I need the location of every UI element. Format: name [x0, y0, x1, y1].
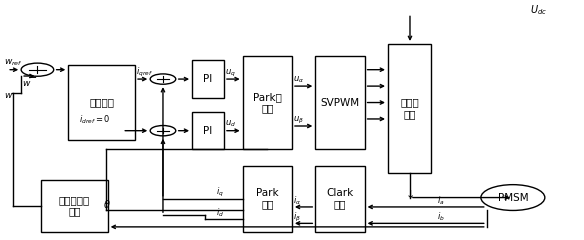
Text: SVPWM: SVPWM [321, 97, 360, 108]
Text: Clark
变化: Clark 变化 [326, 188, 353, 210]
Text: $w$: $w$ [22, 79, 31, 88]
Text: Park逆
变换: Park逆 变换 [253, 92, 281, 113]
Text: $i_\beta$: $i_\beta$ [293, 211, 301, 224]
FancyBboxPatch shape [315, 56, 364, 150]
FancyBboxPatch shape [68, 65, 135, 140]
Text: $u_q$: $u_q$ [225, 68, 236, 79]
Text: $i_b$: $i_b$ [437, 211, 445, 223]
FancyBboxPatch shape [242, 166, 292, 232]
Text: $\theta$: $\theta$ [103, 198, 111, 210]
Text: $i_q$: $i_q$ [217, 186, 224, 198]
Text: 复合控制: 复合控制 [89, 97, 114, 108]
FancyBboxPatch shape [192, 112, 224, 150]
Text: $i_{qref}$: $i_{qref}$ [136, 66, 153, 79]
Text: $w$: $w$ [4, 91, 13, 100]
Text: $i_\alpha$: $i_\alpha$ [293, 194, 301, 207]
Text: $w_{ref}$: $w_{ref}$ [4, 58, 23, 68]
Text: −: − [27, 73, 37, 83]
Text: $u_d$: $u_d$ [225, 119, 236, 130]
Text: PMSM: PMSM [498, 192, 528, 203]
Text: $i_{dref}=0$: $i_{dref}=0$ [79, 114, 110, 126]
Text: PI: PI [203, 126, 213, 136]
Text: $u_\beta$: $u_\beta$ [293, 115, 304, 126]
Text: 三相逆
变器: 三相逆 变器 [400, 98, 419, 119]
FancyBboxPatch shape [192, 60, 224, 98]
FancyBboxPatch shape [41, 180, 108, 232]
Text: PI: PI [203, 74, 213, 84]
FancyBboxPatch shape [388, 44, 432, 173]
Text: $i_a$: $i_a$ [437, 194, 445, 207]
FancyBboxPatch shape [315, 166, 364, 232]
Text: $U_{dc}$: $U_{dc}$ [530, 3, 547, 17]
Text: ↓: ↓ [405, 190, 415, 199]
Text: Park
变化: Park 变化 [256, 188, 279, 210]
Text: 转速、位置
检测: 转速、位置 检测 [59, 195, 90, 216]
FancyBboxPatch shape [242, 56, 292, 150]
Text: $u_\alpha$: $u_\alpha$ [293, 74, 304, 85]
Text: $i_d$: $i_d$ [217, 206, 224, 219]
